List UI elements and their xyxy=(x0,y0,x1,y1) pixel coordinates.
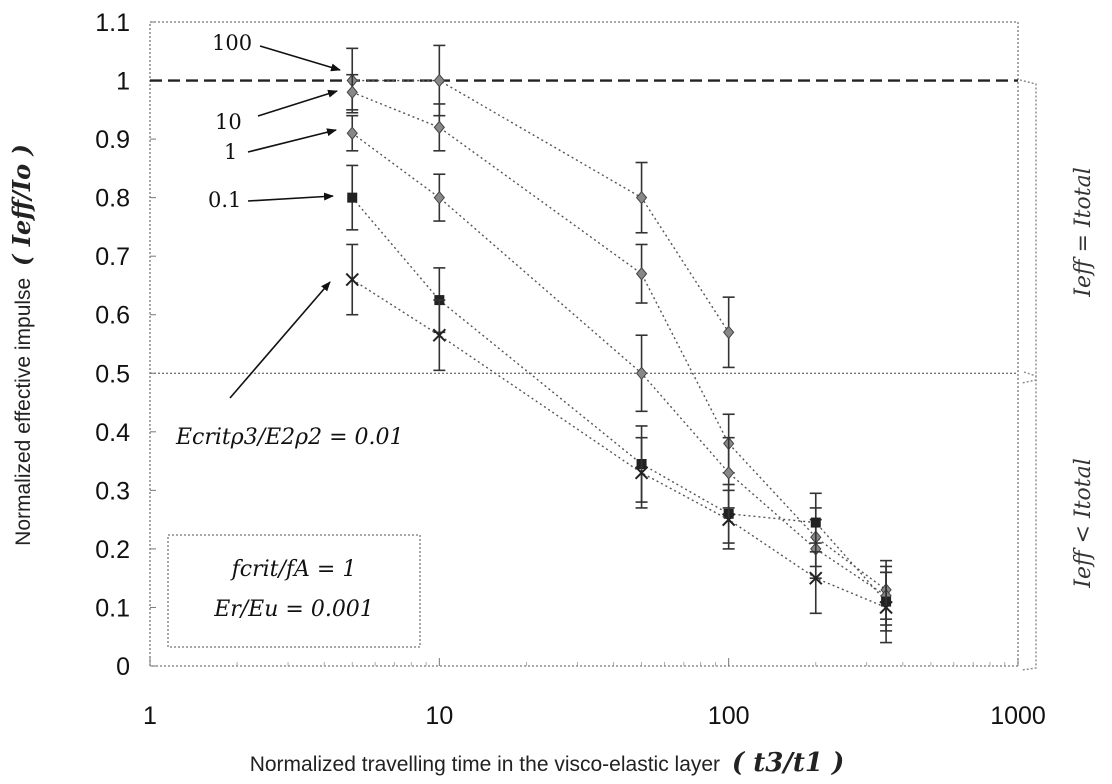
x-tick-label: 10 xyxy=(425,702,453,730)
data-point xyxy=(635,266,648,281)
data-point xyxy=(723,466,735,480)
y-axis-title-math: ( Ieff/Io ) xyxy=(7,144,36,266)
data-point xyxy=(346,126,358,141)
y-tick-label: 0.7 xyxy=(95,243,130,271)
arrow-1 xyxy=(247,128,337,153)
data-point xyxy=(879,600,893,615)
series-line xyxy=(351,91,887,591)
annotation-0-1: 0.1 xyxy=(208,188,241,212)
svg-text:Normalized effective impulse: Normalized effective impulse ( Ieff/Io ) xyxy=(7,144,36,546)
arrow-0-1 xyxy=(247,192,334,202)
x-axis-title-text: Normalized travelling time in the visco-… xyxy=(250,753,720,776)
data-point xyxy=(345,272,359,287)
series-line xyxy=(351,197,887,603)
arrow-10 xyxy=(257,89,338,117)
annotation-ratio: Ecritρ3/E2ρ2 = 0.01 xyxy=(175,425,404,450)
parameter-box-line1: fcrit/fA = 1 xyxy=(230,557,357,582)
y-tick-label: 1 xyxy=(116,68,130,96)
series-line xyxy=(351,132,887,597)
series-line xyxy=(351,279,887,609)
data-point xyxy=(433,120,445,135)
region-label-upper: Ieff = Itotal xyxy=(1071,167,1096,298)
series-100 xyxy=(346,44,735,369)
series-10 xyxy=(346,73,893,620)
y-tick-label: 0.3 xyxy=(95,477,130,505)
y-tick-label: 0.2 xyxy=(95,536,130,564)
y-axis-title: Normalized effective impulse ( Ieff/Io ) xyxy=(7,144,36,546)
data-point xyxy=(432,328,447,342)
y-tick-label: 0.4 xyxy=(95,419,130,447)
y-tick-label: 0.9 xyxy=(95,126,130,154)
series-0.01 xyxy=(345,243,893,644)
data-point xyxy=(433,190,445,205)
x-tick-label: 1000 xyxy=(990,702,1046,730)
x-axis-title: Normalized travelling time in the visco-… xyxy=(250,748,845,778)
region-label-lower: Ieff < Itotal xyxy=(1071,458,1096,589)
data-point xyxy=(721,512,736,527)
y-tick-label: 0 xyxy=(116,653,130,681)
parameter-box-line2: Er/Eu = 0.001 xyxy=(213,597,374,622)
brace-lower xyxy=(1021,371,1037,671)
y-tick-label: 0.5 xyxy=(95,360,130,388)
data-point xyxy=(346,85,358,100)
y-tick-label: 0.1 xyxy=(95,594,130,622)
series-layer xyxy=(345,44,893,644)
data-point xyxy=(723,325,735,340)
data-point xyxy=(433,73,445,88)
x-tick-label: 100 xyxy=(708,702,750,730)
data-point xyxy=(634,466,649,480)
x-axis: 1 10 100 1000 xyxy=(143,658,1046,730)
data-point xyxy=(635,366,648,381)
y-tick-label: 0.8 xyxy=(95,185,130,213)
series-0.1 xyxy=(346,164,893,632)
data-point xyxy=(810,517,821,528)
plot-frame xyxy=(149,21,1019,667)
arrow-ratio xyxy=(229,281,331,399)
svg-text:Normalized travelling time in: Normalized travelling time in the visco-… xyxy=(250,748,845,778)
parameter-box xyxy=(167,534,421,648)
data-point xyxy=(347,192,358,203)
data-point xyxy=(635,190,648,205)
svg-text:Ieff = Itotal: Ieff = Itotal xyxy=(1071,167,1096,298)
x-axis-title-math: ( t3/t1 ) xyxy=(732,748,844,778)
brace-upper xyxy=(1019,79,1037,384)
x-tick-label: 1 xyxy=(143,702,157,730)
annotation-10: 10 xyxy=(215,110,242,134)
arrow-100 xyxy=(259,45,341,72)
series-1 xyxy=(346,114,893,626)
y-tick-label: 1.1 xyxy=(95,9,130,37)
y-axis-title-text: Normalized effective impulse xyxy=(12,278,35,546)
annotation-1: 1 xyxy=(224,140,237,164)
y-tick-label: 0.6 xyxy=(95,302,130,330)
y-axis: 0 0.1 0.2 0.3 0.4 0.5 0.6 0.7 0.8 0.9 1 1.1 xyxy=(95,9,156,681)
annotation-100: 100 xyxy=(212,31,252,55)
data-point xyxy=(809,571,823,585)
reference-line xyxy=(150,79,1018,374)
series-line xyxy=(352,79,730,333)
svg-text:Ieff < Itotal: Ieff < Itotal xyxy=(1071,458,1096,589)
